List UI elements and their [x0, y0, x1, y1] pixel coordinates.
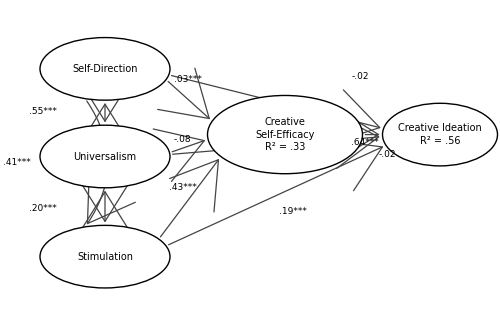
Text: .64***: .64***: [351, 138, 379, 147]
FancyArrowPatch shape: [334, 107, 378, 162]
Text: Universalism: Universalism: [74, 151, 136, 162]
Ellipse shape: [40, 225, 170, 288]
Text: Creative Ideation
R² = .56: Creative Ideation R² = .56: [398, 123, 482, 146]
Ellipse shape: [40, 125, 170, 188]
Text: .19***: .19***: [278, 207, 306, 216]
Ellipse shape: [382, 103, 498, 166]
Text: .43***: .43***: [168, 183, 196, 192]
Text: .41***: .41***: [2, 158, 30, 167]
Text: Stimulation: Stimulation: [77, 252, 133, 262]
Text: Self-Direction: Self-Direction: [72, 64, 138, 74]
Text: .20***: .20***: [29, 204, 57, 213]
FancyArrowPatch shape: [172, 113, 378, 168]
Ellipse shape: [208, 95, 362, 174]
Text: .03***: .03***: [174, 75, 202, 84]
FancyArrowPatch shape: [153, 129, 204, 182]
Text: -.08: -.08: [174, 135, 192, 144]
FancyArrowPatch shape: [77, 77, 133, 149]
Text: -.02: -.02: [379, 151, 396, 159]
FancyArrowPatch shape: [77, 177, 133, 236]
FancyArrowPatch shape: [160, 160, 218, 237]
FancyArrowPatch shape: [172, 75, 380, 144]
Ellipse shape: [40, 38, 170, 100]
FancyArrowPatch shape: [158, 68, 210, 119]
Text: -.02: -.02: [351, 72, 369, 81]
Text: .55***: .55***: [29, 107, 57, 115]
Text: Creative
Self-Efficacy
R² = .33: Creative Self-Efficacy R² = .33: [256, 117, 314, 152]
FancyArrowPatch shape: [87, 101, 136, 223]
FancyArrowPatch shape: [168, 140, 382, 245]
